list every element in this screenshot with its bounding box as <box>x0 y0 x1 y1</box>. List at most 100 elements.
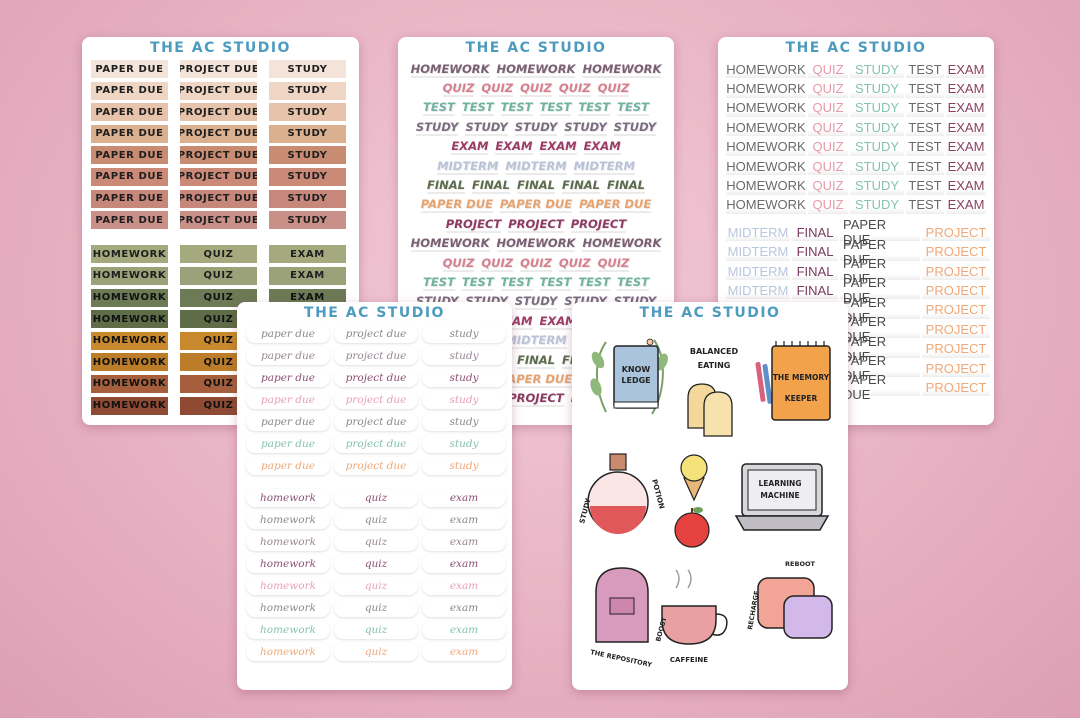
plain-label: FINAL <box>792 224 838 242</box>
word-sticker: STUDY <box>564 119 607 136</box>
word-sticker: PAPER DUE <box>579 197 652 214</box>
plain-label: QUIZ <box>808 158 848 176</box>
script-label: study <box>422 346 506 365</box>
word-sticker: PROJECT <box>508 216 564 233</box>
backpack-sticker: THE REPOSITORY <box>590 567 653 669</box>
script-label: paper due <box>246 434 330 453</box>
plain-label: PAPER DUE <box>840 237 920 267</box>
block-label: HOMEWORK <box>91 288 168 307</box>
word-sticker: QUIZ <box>481 81 514 98</box>
script-label: study <box>422 390 506 409</box>
block-label: STUDY <box>269 124 346 143</box>
word-sticker: TEST <box>500 100 533 117</box>
block-label: STUDY <box>269 189 346 208</box>
script-label: project due <box>334 456 418 475</box>
plain-label: HOMEWORK <box>726 158 806 176</box>
block-label: PAPER DUE <box>91 103 168 122</box>
word-sticker: MIDTERM <box>505 158 567 175</box>
script-label: project due <box>334 368 418 387</box>
word-row: PROJECT PROJECT PROJECT <box>398 215 674 234</box>
word-row: EXAM EXAM EXAM EXAM <box>398 138 674 157</box>
label-row: HOMEWORK QUIZ STUDY TEST EXAM <box>726 118 994 137</box>
plain-label: PROJECT <box>922 340 990 358</box>
word-sticker: QUIZ <box>442 81 475 98</box>
label-row: HOMEWORK QUIZ STUDY TEST EXAM <box>726 138 994 157</box>
block-label: PROJECT DUE <box>180 124 257 143</box>
backpack-text: THE REPOSITORY <box>590 648 653 669</box>
word-sticker: FINAL <box>517 178 555 195</box>
label-row: HOMEWORK QUIZ STUDY TEST EXAM <box>726 99 994 118</box>
label-grid: paper due project due study paper due projec… <box>246 325 512 661</box>
word-row: MIDTERM MIDTERM MIDTERM <box>398 157 674 176</box>
plain-label: FINAL <box>792 243 838 261</box>
script-label: homework <box>246 577 330 595</box>
block-label: STUDY <box>269 167 346 186</box>
word-row: TEST TEST TEST TEST TEST TEST <box>398 99 674 118</box>
script-label: study <box>422 368 506 387</box>
plain-label: HOMEWORK <box>726 119 806 137</box>
word-sticker: HOMEWORK <box>582 61 662 78</box>
script-label: quiz <box>334 511 418 529</box>
block-label: EXAM <box>269 266 346 285</box>
plain-label: EXAM <box>946 80 986 98</box>
script-label: quiz <box>334 555 418 573</box>
plain-label: HOMEWORK <box>726 177 806 195</box>
block-label: STUDY <box>269 103 346 122</box>
toast-text-1: BALANCED <box>690 347 739 356</box>
word-sticker: PAPER DUE <box>420 197 493 214</box>
plain-label: PROJECT <box>922 379 990 397</box>
mug-sticker: BOOST CAFFEINE <box>654 569 728 664</box>
book-text-2: LEDGE <box>621 376 650 385</box>
plain-label: STUDY <box>850 138 904 156</box>
word-sticker: TEST <box>578 274 611 291</box>
pens-icon <box>755 362 773 404</box>
word-sticker: EXAM <box>495 139 533 156</box>
script-label: study <box>422 434 506 453</box>
word-row: HOMEWORK HOMEWORK HOMEWORK <box>398 235 674 254</box>
plain-label: EXAM <box>946 61 986 79</box>
word-sticker: TEST <box>423 274 455 291</box>
plain-label: TEST <box>906 99 944 117</box>
sticker-sheet-illustrations: THE AC STUDIO KNOW LEDGE BALANCED EATING <box>572 302 848 690</box>
block-label: QUIZ <box>180 245 257 264</box>
word-sticker: MIDTERM <box>573 158 635 175</box>
block-label: PAPER DUE <box>91 167 168 186</box>
word-sticker: HOMEWORK <box>582 236 662 253</box>
plain-label: TEST <box>906 177 944 195</box>
notebook-text-2: KEEPER <box>785 394 818 403</box>
plain-label: EXAM <box>946 99 986 117</box>
word-sticker: FINAL <box>472 178 510 195</box>
script-label: project due <box>334 346 418 365</box>
block-label: HOMEWORK <box>91 331 168 350</box>
word-sticker: FINAL <box>607 178 645 195</box>
plain-label: STUDY <box>850 119 904 137</box>
plain-label: MIDTERM <box>726 224 790 242</box>
potion-sticker: STUDY POTION <box>578 453 666 534</box>
block-label: QUIZ <box>180 266 257 285</box>
script-label: project due <box>334 412 418 431</box>
plain-label: HOMEWORK <box>726 196 806 214</box>
word-row: QUIZ QUIZ QUIZ QUIZ QUIZ <box>398 79 674 98</box>
script-label: homework <box>246 621 330 639</box>
plain-label: TEST <box>906 80 944 98</box>
word-sticker: TEST <box>539 100 572 117</box>
plain-label: EXAM <box>946 196 986 214</box>
word-row: STUDY STUDY STUDY STUDY STUDY <box>398 118 674 137</box>
word-sticker: HOMEWORK <box>496 61 576 78</box>
brand-title: THE AC STUDIO <box>785 40 927 56</box>
script-label: exam <box>422 621 506 639</box>
label-row: HOMEWORK QUIZ STUDY TEST EXAM <box>726 176 994 195</box>
block-label: PAPER DUE <box>91 124 168 143</box>
plain-label: PROJECT <box>922 224 990 242</box>
plain-label: QUIZ <box>808 61 848 79</box>
block-label: HOMEWORK <box>91 310 168 329</box>
brand-title: THE AC STUDIO <box>639 305 781 321</box>
laptop-text-2: MACHINE <box>760 491 799 500</box>
word-sticker: PAPER DUE <box>499 371 573 388</box>
block-label: HOMEWORK <box>91 396 168 415</box>
block-label: PROJECT DUE <box>180 211 257 230</box>
plain-label: PROJECT <box>922 321 990 339</box>
